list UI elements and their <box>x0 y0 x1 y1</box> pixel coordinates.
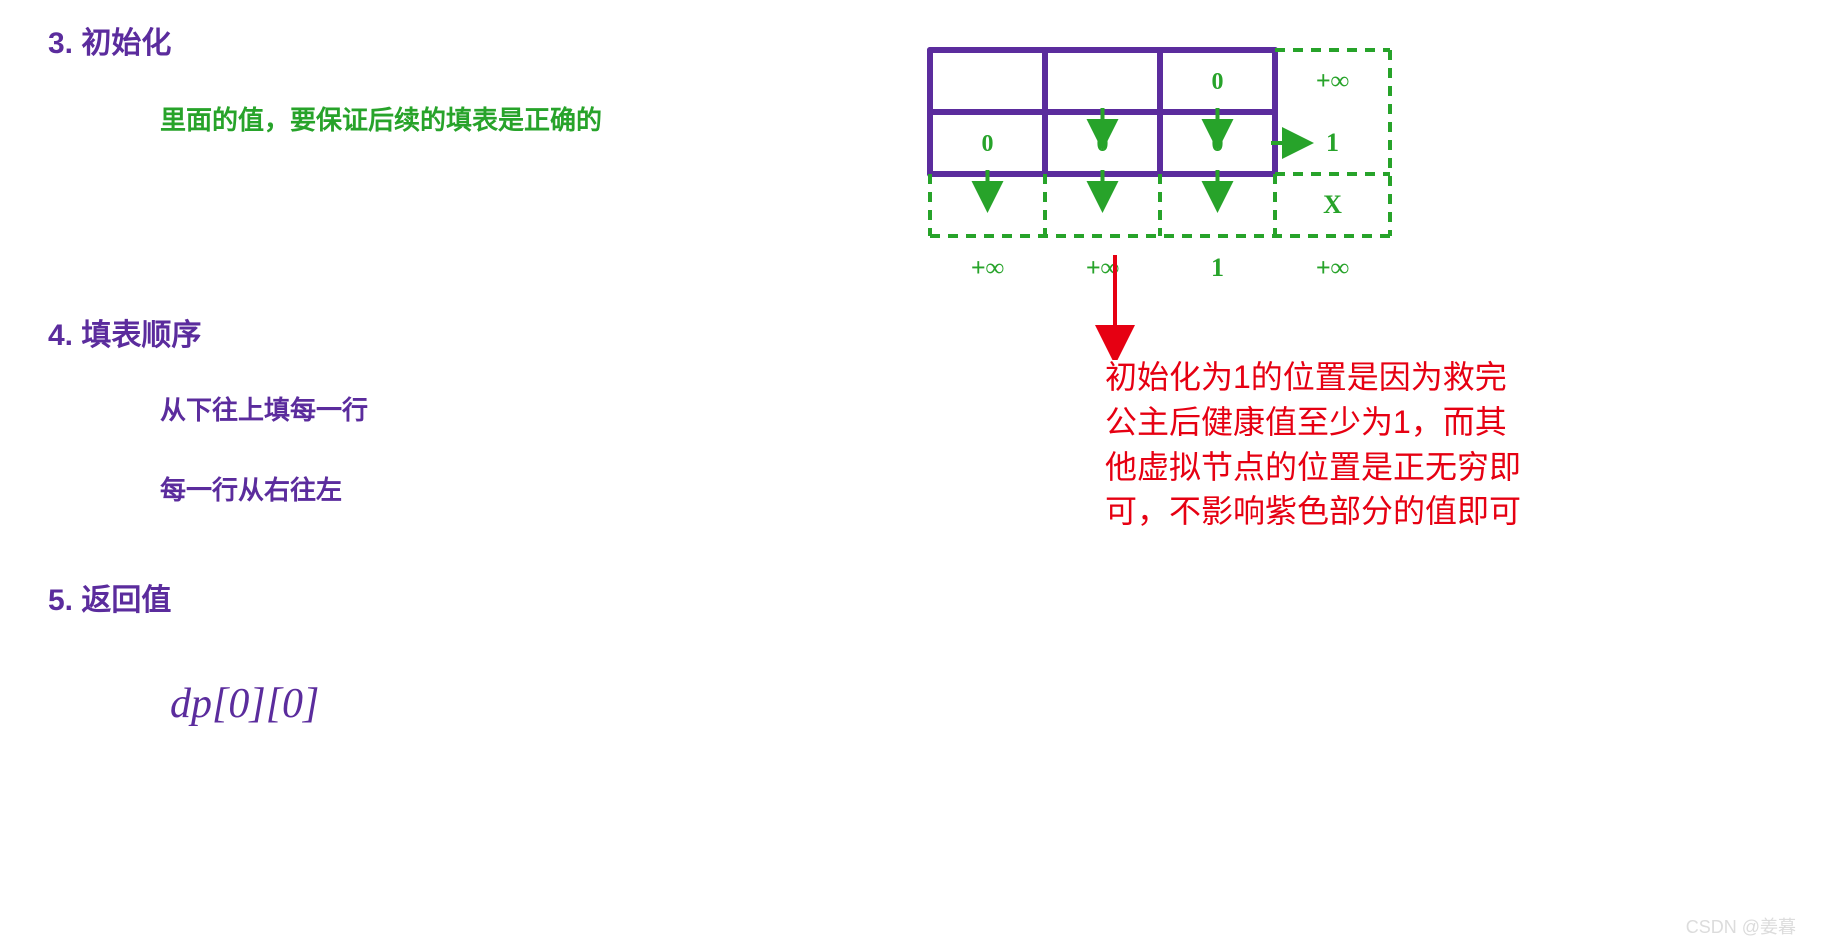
svg-text:+∞: +∞ <box>1316 66 1349 95</box>
annotation-arrow <box>1095 250 1135 360</box>
svg-text:1: 1 <box>1326 128 1339 157</box>
heading-order: 4. 填表顺序 <box>48 310 201 354</box>
dp-grid-diagram: 0000+∞1X+∞+∞1+∞ <box>920 40 1480 330</box>
svg-text:0: 0 <box>1212 69 1224 95</box>
svg-text:X: X <box>1323 190 1342 219</box>
order-line2: 每一行从右往左 <box>160 470 342 507</box>
heading-init: 3. 初始化 <box>48 18 171 62</box>
annotation-text: 初始化为1的位置是因为救完公主后健康值至少为1，而其他虚拟节点的位置是正无穷即可… <box>1105 355 1525 534</box>
return-formula: dp[0][0] <box>170 680 319 728</box>
note-init: 里面的值，要保证后续的填表是正确的 <box>160 100 602 137</box>
svg-text:1: 1 <box>1211 253 1224 282</box>
svg-text:0: 0 <box>982 131 994 157</box>
order-line1: 从下往上填每一行 <box>160 390 368 427</box>
svg-text:+∞: +∞ <box>971 253 1004 282</box>
watermark: CSDN @姜暮 <box>1686 913 1796 939</box>
heading-return: 5. 返回值 <box>48 575 171 619</box>
svg-text:+∞: +∞ <box>1316 253 1349 282</box>
